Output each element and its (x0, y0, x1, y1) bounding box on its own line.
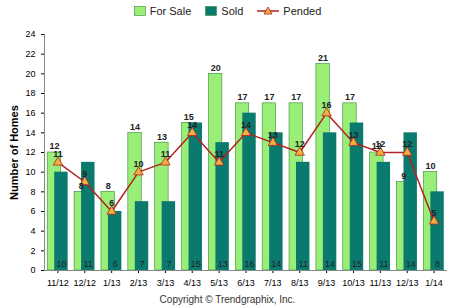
svg-text:22: 22 (25, 49, 35, 59)
svg-text:20: 20 (211, 63, 221, 73)
svg-text:17: 17 (264, 92, 274, 102)
svg-text:16: 16 (322, 100, 332, 110)
svg-text:11: 11 (53, 149, 63, 159)
svg-text:17: 17 (291, 92, 301, 102)
svg-text:14: 14 (271, 259, 281, 269)
svg-text:12/12: 12/12 (74, 278, 97, 288)
svg-text:18: 18 (25, 88, 35, 98)
svg-text:14: 14 (241, 120, 251, 130)
html-text:Sold: Sold (221, 5, 244, 17)
svg-text:11: 11 (161, 149, 171, 159)
svg-text:12: 12 (25, 147, 35, 157)
svg-text:2/13: 2/13 (130, 278, 148, 288)
svg-text:13: 13 (157, 132, 167, 142)
html-text:For Sale: For Sale (149, 5, 192, 17)
svg-text:15: 15 (191, 259, 201, 269)
svg-text:17: 17 (345, 92, 355, 102)
svg-text:10: 10 (134, 159, 144, 169)
svg-text:13: 13 (348, 130, 358, 140)
svg-text:11: 11 (84, 259, 93, 269)
svg-text:21: 21 (318, 53, 328, 63)
svg-text:16: 16 (25, 108, 35, 118)
svg-text:8: 8 (30, 187, 35, 197)
svg-text:13: 13 (218, 259, 228, 269)
svg-text:8/13: 8/13 (291, 278, 309, 288)
svg-text:12: 12 (402, 139, 412, 149)
svg-text:14: 14 (406, 259, 416, 269)
svg-text:11/12: 11/12 (47, 278, 69, 288)
svg-text:12: 12 (375, 139, 385, 149)
html-text:Copyright © Trendgraphix, Inc.: Copyright © Trendgraphix, Inc. (159, 294, 296, 305)
svg-text:3/13: 3/13 (157, 278, 175, 288)
svg-text:5/13: 5/13 (210, 278, 228, 288)
svg-text:12/13: 12/13 (396, 278, 419, 288)
svg-text:17: 17 (237, 92, 247, 102)
svg-text:9: 9 (401, 171, 406, 181)
svg-text:7: 7 (166, 259, 171, 269)
svg-text:11: 11 (299, 259, 308, 269)
svg-text:10: 10 (56, 259, 66, 269)
svg-text:1/14: 1/14 (425, 278, 443, 288)
svg-text:10: 10 (25, 167, 35, 177)
svg-text:6: 6 (30, 206, 35, 216)
svg-text:0: 0 (30, 265, 35, 275)
svg-text:10: 10 (426, 161, 436, 171)
svg-text:7: 7 (140, 259, 145, 269)
svg-text:12: 12 (295, 139, 305, 149)
svg-text:11: 11 (214, 149, 224, 159)
svg-text:8: 8 (79, 181, 84, 191)
svg-text:9: 9 (82, 169, 87, 179)
svg-text:6: 6 (113, 259, 118, 269)
svg-text:14: 14 (187, 120, 197, 130)
svg-text:Number of Homes: Number of Homes (8, 105, 20, 200)
svg-text:14: 14 (130, 122, 140, 132)
svg-text:8: 8 (435, 259, 440, 269)
svg-text:15: 15 (183, 111, 194, 122)
svg-text:24: 24 (25, 29, 35, 39)
svg-text:6/13: 6/13 (237, 278, 255, 288)
svg-text:20: 20 (25, 69, 35, 79)
svg-text:2: 2 (30, 246, 35, 256)
svg-text:14: 14 (25, 128, 35, 138)
svg-text:13: 13 (268, 130, 278, 140)
svg-text:7/13: 7/13 (264, 278, 282, 288)
svg-text:11: 11 (379, 259, 388, 269)
svg-text:6: 6 (109, 198, 114, 208)
svg-text:4: 4 (30, 226, 35, 236)
svg-text:4/13: 4/13 (184, 278, 202, 288)
svg-text:9/13: 9/13 (318, 278, 336, 288)
svg-text:11/13: 11/13 (369, 278, 391, 288)
svg-text:10/13: 10/13 (342, 278, 365, 288)
svg-text:15: 15 (352, 259, 362, 269)
html-text:Pended: Pended (283, 5, 322, 17)
svg-text:1/13: 1/13 (103, 278, 121, 288)
svg-text:8: 8 (106, 181, 111, 191)
svg-text:5: 5 (432, 208, 437, 218)
svg-text:14: 14 (325, 259, 335, 269)
svg-text:16: 16 (244, 259, 254, 269)
svg-text:12: 12 (49, 141, 60, 152)
